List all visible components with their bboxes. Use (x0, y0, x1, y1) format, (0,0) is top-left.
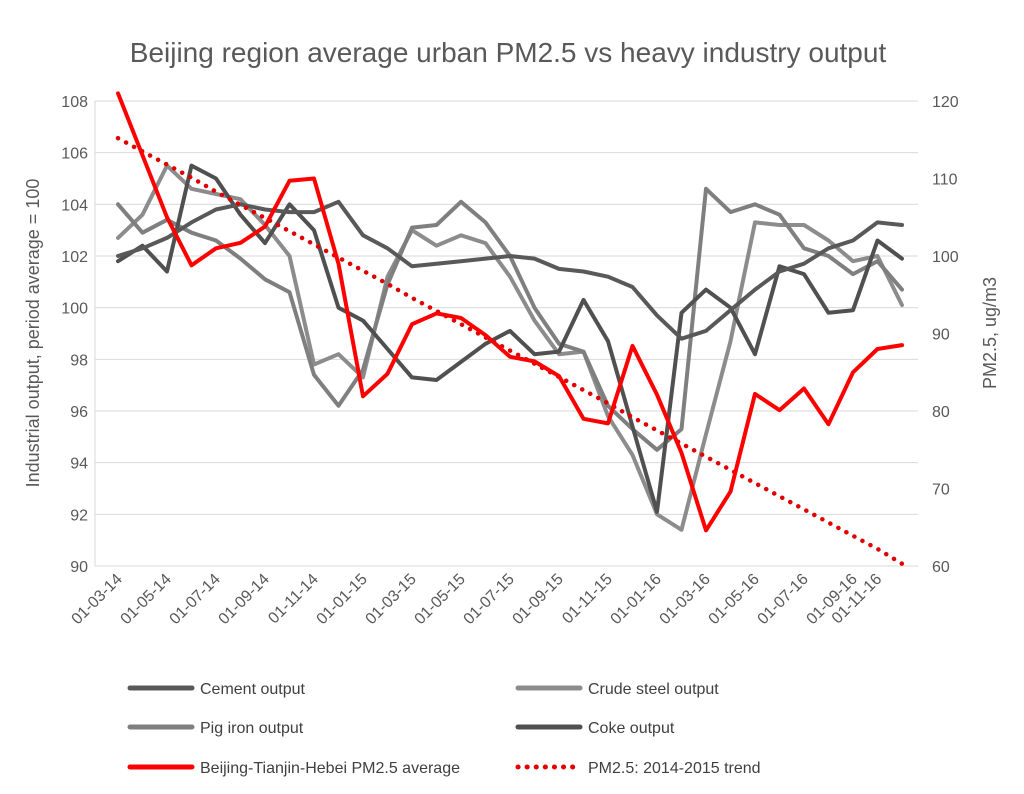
legend-label-5: PM2.5: 2014-2015 trend (588, 760, 761, 777)
y-left-tick-label: 102 (61, 249, 88, 266)
legend-label-3: Coke output (588, 720, 675, 737)
legend-label-1: Crude steel output (588, 681, 719, 698)
y-left-tick-label: 104 (61, 197, 88, 214)
y-left-tick-label: 108 (61, 94, 88, 111)
y-right-tick-label: 70 (932, 482, 950, 499)
legend-label-2: Pig iron output (200, 720, 304, 737)
y-left-tick-label: 92 (70, 507, 88, 524)
x-tick-label: 01-01-15 (314, 571, 371, 628)
x-tick-label: 01-03-16 (657, 571, 714, 628)
x-axis-ticks: 01-03-1401-05-1401-07-1401-09-1401-11-14… (69, 571, 886, 628)
y-left-tick-label: 106 (61, 146, 88, 163)
legend: Cement output Crude steel output Pig iron … (127, 681, 761, 777)
gridlines (94, 100, 918, 567)
x-tick-label: 01-11-14 (265, 571, 322, 628)
x-tick-label: 01-11-15 (559, 571, 616, 628)
series-line-4 (116, 91, 904, 533)
x-tick-label: 01-07-16 (755, 571, 812, 628)
y-right-tick-label: 60 (932, 559, 950, 576)
y-left-tick-label: 96 (70, 404, 88, 421)
legend-label-0: Cement output (200, 681, 306, 698)
y-right-tick-label: 90 (932, 327, 950, 344)
right-axis-ticks: 60 70 80 90 100 110 120 (932, 94, 959, 576)
y-left-tick-label: 94 (70, 456, 88, 473)
x-tick-label: 01-09-14 (216, 571, 273, 628)
series-line-0 (116, 199, 904, 341)
y-right-tick-label: 120 (932, 94, 959, 111)
x-tick-label: 01-05-15 (412, 571, 469, 628)
x-tick-label: 01-01-16 (608, 571, 665, 628)
y-right-tick-label: 110 (932, 172, 958, 189)
series-line-3 (116, 163, 904, 514)
y-left-tick-label: 98 (70, 352, 88, 369)
y-right-tick-label: 80 (932, 404, 950, 421)
y-right-tick-label: 100 (932, 249, 959, 266)
series-line-5 (115, 135, 905, 566)
x-tick-label: 01-09-15 (510, 571, 567, 628)
series-lines (115, 91, 905, 566)
y-left-tick-label: 100 (61, 301, 88, 318)
y-axis-right-label: PM2.5, ug/m3 (980, 277, 1000, 389)
y-axis-left-label: Industrial output, period average = 100 (23, 179, 43, 488)
x-tick-label: 01-05-16 (706, 571, 763, 628)
x-tick-label: 01-03-14 (69, 571, 126, 628)
left-axis-ticks: 90 92 94 96 98 100 102 104 106 108 (61, 94, 88, 576)
x-tick-label: 01-07-15 (461, 571, 518, 628)
chart-title: Beijing region average urban PM2.5 vs he… (130, 37, 887, 68)
x-tick-label: 01-03-15 (363, 571, 420, 628)
y-left-tick-label: 90 (70, 559, 88, 576)
x-tick-label: 01-05-14 (118, 571, 175, 628)
legend-label-4: Beijing-Tianjin-Hebei PM2.5 average (200, 760, 460, 777)
x-tick-label: 01-07-14 (167, 571, 224, 628)
